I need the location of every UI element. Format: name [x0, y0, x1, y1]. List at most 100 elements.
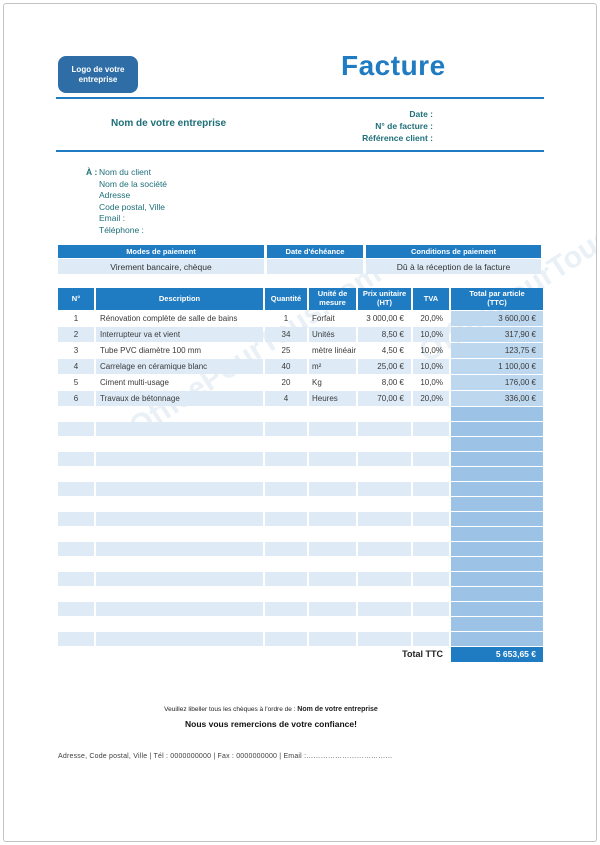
table-cell: m² [309, 359, 356, 374]
table-cell [96, 467, 263, 481]
table-cell [451, 467, 543, 481]
table-cell: Interrupteur va et vient [96, 327, 263, 342]
table-cell: 4 [58, 359, 94, 374]
table-cell [451, 617, 543, 631]
table-cell [265, 437, 307, 451]
table-cell [265, 482, 307, 496]
table-cell: 10,0% [420, 346, 443, 355]
table-row: 5 Ciment multi-usage 20 Kg 8,00 € 10,0% 176,00… [58, 375, 545, 390]
empty-row [58, 482, 545, 496]
table-cell: 34 [265, 327, 307, 342]
table-cell [413, 572, 449, 586]
table-cell [265, 542, 307, 556]
table-row: 2 Interrupteur va et vient 34 Unités 8,50 €1… [58, 327, 545, 342]
client-line: Code postal, Ville [99, 201, 165, 212]
table-cell [413, 497, 449, 511]
payment-value-row: Virement bancaire, chèque Dû à la récepti… [58, 259, 545, 274]
table-cell: Forfait [312, 314, 335, 323]
table-cell [96, 482, 263, 496]
table-cell: 1 100,00 € [451, 359, 543, 374]
payment-value-cell [267, 259, 363, 274]
table-cell [413, 527, 449, 541]
table-cell [451, 512, 543, 526]
table-cell: 25 [281, 346, 291, 355]
total-label: Total TTC [402, 649, 443, 659]
empty-row [58, 407, 545, 421]
table-cell [96, 542, 263, 556]
table-cell [58, 632, 94, 646]
table-cell [96, 497, 263, 511]
table-cell [451, 452, 543, 466]
empty-row [58, 572, 545, 586]
table-cell [58, 467, 94, 481]
table-cell [265, 497, 307, 511]
table-cell [309, 422, 356, 436]
table-cell: 1 [283, 314, 289, 323]
table-cell: 4,50 € [381, 346, 404, 355]
table-cell [309, 632, 356, 646]
table-cell [96, 437, 263, 451]
table-cell: 10,0% [413, 359, 449, 374]
table-cell [265, 557, 307, 571]
cheque-note-company: Nom de votre entreprise [297, 706, 378, 713]
table-cell: Rénovation complète de salle de bains [100, 314, 238, 323]
table-cell [309, 482, 356, 496]
table-cell [309, 512, 356, 526]
total-value: 5 653,65 € [451, 647, 543, 662]
table-cell: 40 [265, 359, 307, 374]
table-cell [96, 407, 263, 421]
client-line: Adresse [99, 190, 131, 200]
table-cell [265, 527, 307, 541]
table-cell: 1 [73, 314, 79, 323]
table-cell: 336,00 € [451, 391, 543, 406]
table-cell [413, 512, 449, 526]
items-header-cell: Quantité [265, 288, 307, 310]
items-table: N° Description Quantité Unité de mesure Prix… [58, 288, 545, 663]
table-cell [413, 407, 449, 421]
table-cell: Kg [312, 378, 322, 387]
table-cell [358, 422, 411, 436]
table-row: 6 Travaux de bétonnage 4 Heures 70,00 €20,0%… [58, 391, 545, 406]
table-cell: 70,00 € [358, 391, 411, 406]
table-cell [58, 422, 94, 436]
table-cell [58, 497, 94, 511]
table-cell [309, 452, 356, 466]
table-cell [358, 632, 411, 646]
table-cell: Travaux de bétonnage [96, 391, 263, 406]
client-line: Téléphone : [99, 224, 144, 235]
table-cell [358, 587, 411, 601]
table-cell [358, 542, 411, 556]
table-cell: 123,75 € [451, 343, 543, 358]
table-cell [413, 617, 449, 631]
table-cell: 6 [58, 391, 94, 406]
client-line: Nom du client [99, 167, 151, 177]
table-cell [451, 527, 543, 541]
table-cell: 3 [73, 346, 79, 355]
divider [56, 150, 544, 152]
client-reference-label: Référence client : [362, 133, 433, 143]
table-cell [96, 527, 263, 541]
payment-value-cell: Dû à la réception de la facture [366, 259, 541, 274]
table-cell [413, 482, 449, 496]
table-cell [96, 632, 263, 646]
table-cell [413, 452, 449, 466]
payment-value-cell: Virement bancaire, chèque [58, 259, 264, 274]
table-cell: 3 600,00 € [451, 311, 543, 326]
table-cell [451, 602, 543, 616]
table-cell [96, 512, 263, 526]
table-cell [451, 482, 543, 496]
table-cell [265, 422, 307, 436]
table-cell: 5 [73, 378, 79, 387]
table-cell: 176,00 € [451, 375, 543, 390]
table-cell [358, 617, 411, 631]
divider [56, 97, 544, 99]
table-cell [96, 617, 263, 631]
table-cell [96, 602, 263, 616]
table-cell [358, 602, 411, 616]
table-cell [413, 632, 449, 646]
table-cell: Unités [309, 327, 356, 342]
table-cell [309, 557, 356, 571]
table-cell [58, 407, 94, 421]
table-cell [58, 437, 94, 451]
